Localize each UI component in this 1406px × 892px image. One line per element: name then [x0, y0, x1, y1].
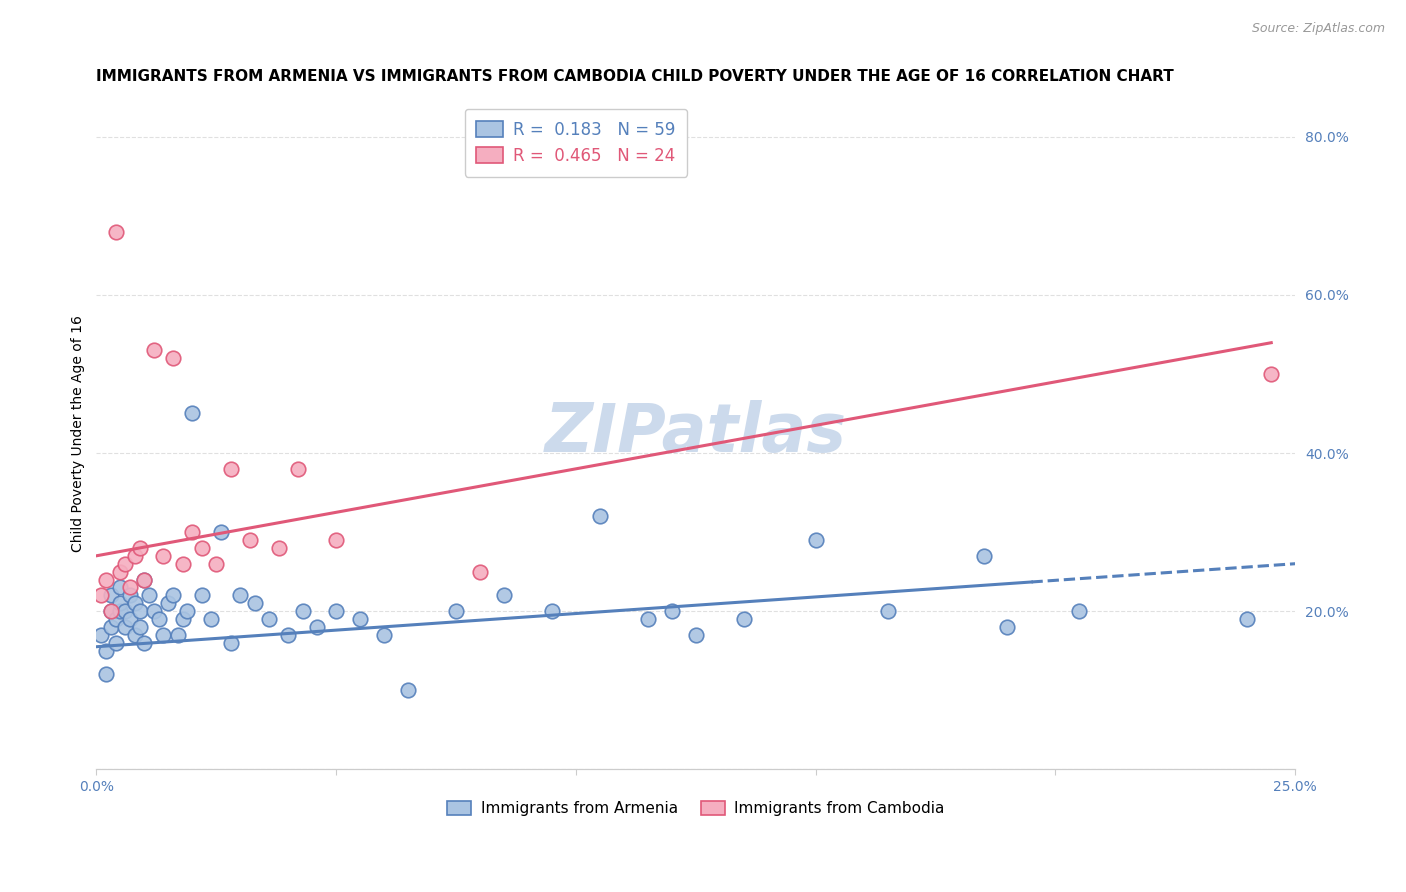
Y-axis label: Child Poverty Under the Age of 16: Child Poverty Under the Age of 16 — [72, 315, 86, 551]
Point — [305, 620, 328, 634]
Point — [325, 533, 347, 547]
Point — [685, 628, 707, 642]
Point — [134, 573, 156, 587]
Point — [191, 541, 214, 555]
Point — [128, 604, 150, 618]
Point — [114, 604, 136, 618]
Point — [104, 225, 127, 239]
Point — [124, 549, 146, 563]
Point — [181, 525, 204, 540]
Point — [100, 604, 122, 618]
Point — [733, 612, 755, 626]
Legend: Immigrants from Armenia, Immigrants from Cambodia: Immigrants from Armenia, Immigrants from… — [441, 795, 950, 822]
Point — [172, 612, 194, 626]
Text: Source: ZipAtlas.com: Source: ZipAtlas.com — [1251, 22, 1385, 36]
Point — [176, 604, 198, 618]
Point — [148, 612, 170, 626]
Point — [291, 604, 314, 618]
Point — [167, 628, 190, 642]
Point — [219, 636, 242, 650]
Text: IMMIGRANTS FROM ARMENIA VS IMMIGRANTS FROM CAMBODIA CHILD POVERTY UNDER THE AGE : IMMIGRANTS FROM ARMENIA VS IMMIGRANTS FR… — [97, 69, 1174, 84]
Point — [267, 541, 290, 555]
Point — [94, 667, 117, 681]
Point — [804, 533, 827, 547]
Point — [134, 636, 156, 650]
Point — [110, 604, 132, 618]
Point — [287, 462, 309, 476]
Point — [172, 557, 194, 571]
Point — [997, 620, 1019, 634]
Text: ZIPatlas: ZIPatlas — [544, 401, 846, 467]
Point — [110, 565, 132, 579]
Point — [468, 565, 491, 579]
Point — [152, 628, 174, 642]
Point — [104, 636, 127, 650]
Point — [114, 557, 136, 571]
Point — [124, 596, 146, 610]
Point — [94, 643, 117, 657]
Point — [128, 541, 150, 555]
Point — [124, 628, 146, 642]
Point — [277, 628, 299, 642]
Point — [373, 628, 395, 642]
Point — [541, 604, 564, 618]
Point — [104, 612, 127, 626]
Point — [205, 557, 228, 571]
Point — [138, 588, 160, 602]
Point — [239, 533, 262, 547]
Point — [181, 407, 204, 421]
Point — [90, 588, 112, 602]
Point — [973, 549, 995, 563]
Point — [444, 604, 467, 618]
Point — [396, 683, 419, 698]
Point — [589, 509, 612, 524]
Point — [219, 462, 242, 476]
Point — [90, 628, 112, 642]
Point — [118, 612, 141, 626]
Point — [110, 596, 132, 610]
Point — [100, 604, 122, 618]
Point — [1069, 604, 1091, 618]
Point — [142, 604, 165, 618]
Point — [876, 604, 898, 618]
Point — [325, 604, 347, 618]
Point — [110, 581, 132, 595]
Point — [637, 612, 659, 626]
Point — [134, 573, 156, 587]
Point — [200, 612, 222, 626]
Point — [1260, 367, 1282, 381]
Point — [243, 596, 266, 610]
Point — [349, 612, 371, 626]
Point — [100, 588, 122, 602]
Point — [128, 620, 150, 634]
Point — [209, 525, 232, 540]
Point — [157, 596, 180, 610]
Point — [100, 620, 122, 634]
Point — [191, 588, 214, 602]
Point — [152, 549, 174, 563]
Point — [162, 351, 184, 365]
Point — [142, 343, 165, 358]
Point — [257, 612, 280, 626]
Point — [118, 588, 141, 602]
Point — [162, 588, 184, 602]
Point — [661, 604, 683, 618]
Point — [94, 573, 117, 587]
Point — [118, 581, 141, 595]
Point — [1236, 612, 1258, 626]
Point — [492, 588, 515, 602]
Point — [114, 620, 136, 634]
Point — [229, 588, 252, 602]
